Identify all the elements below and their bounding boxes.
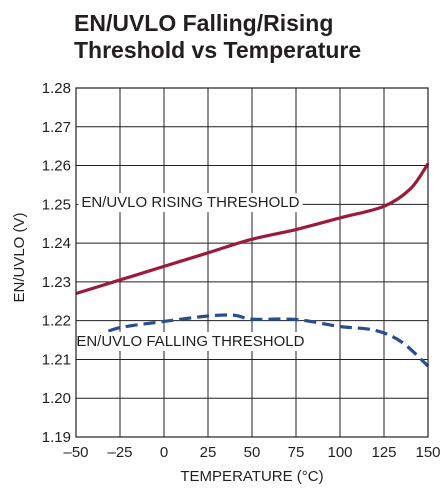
rising-threshold-label: EN/UVLO RISING THRESHOLD: [81, 194, 299, 211]
x-tick-label: –50: [63, 444, 88, 461]
series-group: [75, 162, 430, 368]
chart-title-line-2: Threshold vs Temperature: [74, 37, 362, 63]
rising-threshold-line: [75, 162, 430, 296]
y-tick-label: 1.26: [42, 158, 71, 175]
annotation-background: [78, 193, 303, 213]
annotation-background: [73, 331, 308, 351]
falling-threshold-line: [75, 313, 430, 368]
y-tick-label: 1.20: [42, 390, 71, 407]
x-tick-label: –25: [107, 444, 132, 461]
x-tick-label: 75: [288, 444, 305, 461]
x-tick-label: 150: [415, 444, 440, 461]
y-tick-label: 1.25: [42, 196, 71, 213]
chart-title: EN/UVLO Falling/Rising Threshold vs Temp…: [74, 10, 361, 64]
y-tick-label: 1.21: [42, 351, 71, 368]
y-tick-labels: 1.19 1.20 1.21 1.22 1.23 1.24 1.25 1.26 1.27 1.28: [42, 80, 71, 446]
grid-lines: [75, 87, 429, 438]
y-axis-label: EN/UVLO (V): [11, 212, 28, 302]
y-tick-label: 1.23: [42, 274, 71, 291]
x-axis-label: TEMPERATURE (°C): [180, 468, 323, 485]
x-tick-label: 100: [327, 444, 352, 461]
x-tick-label: 125: [371, 444, 396, 461]
y-tick-label: 1.27: [42, 119, 71, 136]
y-tick-label: 1.22: [42, 313, 71, 330]
x-tick-label: 50: [244, 444, 261, 461]
plot-frame: [75, 87, 429, 438]
annotations: EN/UVLO RISING THRESHOLD EN/UVLO FALLING …: [73, 193, 308, 351]
x-tick-labels: –50 –25 0 25 50 75 100 125 150: [63, 444, 440, 461]
x-tick-label: 25: [200, 444, 217, 461]
y-tick-label: 1.24: [42, 235, 71, 252]
x-tick-label: 0: [160, 444, 168, 461]
y-tick-label: 1.19: [42, 429, 71, 446]
chart-title-line-1: EN/UVLO Falling/Rising: [74, 10, 334, 36]
falling-threshold-label: EN/UVLO FALLING THRESHOLD: [76, 333, 304, 350]
y-tick-label: 1.28: [42, 80, 71, 97]
